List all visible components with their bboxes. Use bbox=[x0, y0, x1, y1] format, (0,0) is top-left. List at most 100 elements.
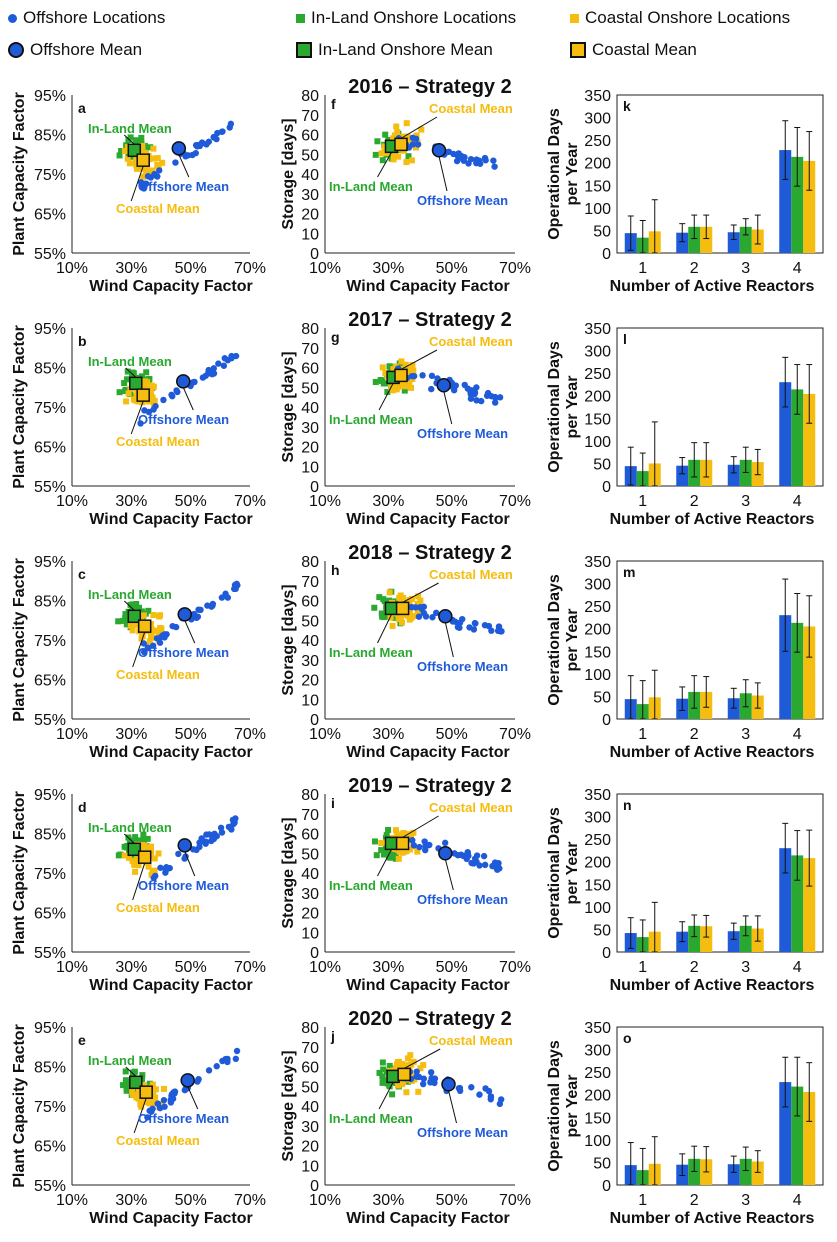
inland-mean-label: In-Land Mean bbox=[88, 820, 172, 835]
offshore-point bbox=[218, 829, 226, 836]
reactor-x-tick: 4 bbox=[793, 1192, 802, 1209]
coastal-point bbox=[135, 1088, 142, 1095]
coastal-point bbox=[129, 627, 136, 634]
days-y-tick: 0 bbox=[602, 712, 611, 729]
coastal-point bbox=[149, 167, 156, 174]
coastal-point bbox=[394, 129, 401, 136]
inland-point bbox=[122, 1077, 129, 1084]
coastal-point bbox=[129, 1091, 136, 1098]
coastal-bar bbox=[803, 1092, 816, 1185]
inland-point bbox=[138, 134, 145, 141]
offshore-point bbox=[198, 139, 206, 146]
wind-x-tick: 50% bbox=[436, 726, 468, 743]
inland-point bbox=[122, 615, 129, 622]
plant-y-tick: 55% bbox=[34, 712, 66, 729]
storage-y-tick: 30 bbox=[301, 653, 319, 670]
inland-point bbox=[123, 1087, 130, 1094]
reactors-axis-label: Number of Active Reactors bbox=[610, 977, 815, 994]
reactor-x-tick: 4 bbox=[793, 493, 802, 510]
coastal-point bbox=[405, 1055, 412, 1062]
inland-point bbox=[147, 144, 154, 151]
offshore-point bbox=[207, 837, 215, 845]
days-y-tick: 150 bbox=[584, 411, 611, 428]
coastal-point bbox=[150, 383, 157, 390]
plant-y-tick: 55% bbox=[34, 479, 66, 496]
coastal-point bbox=[134, 855, 141, 862]
inland-point bbox=[372, 151, 379, 158]
offshore-mean-marker bbox=[176, 374, 191, 389]
storage-y-tick: 60 bbox=[301, 128, 319, 145]
offshore-point bbox=[432, 609, 440, 617]
offshore-bar bbox=[779, 150, 792, 253]
storage-y-tick: 10 bbox=[301, 692, 319, 709]
wind-x-tick: 70% bbox=[499, 959, 531, 976]
reactor-x-tick: 1 bbox=[638, 726, 647, 743]
coastal-point bbox=[386, 589, 393, 596]
inland-pointer bbox=[378, 383, 394, 411]
offshore-point bbox=[233, 1047, 241, 1055]
inland-point bbox=[385, 854, 392, 861]
inland-point bbox=[120, 1082, 127, 1089]
coastal-pointer bbox=[403, 1048, 441, 1069]
reactors-axis-label: Number of Active Reactors bbox=[610, 511, 815, 528]
offshore-bar bbox=[779, 848, 792, 952]
offshore-point bbox=[409, 134, 416, 141]
offshore-point bbox=[160, 1096, 168, 1104]
storage-y-tick: 20 bbox=[301, 440, 319, 457]
coastal-pointer bbox=[402, 815, 439, 838]
offshore-point bbox=[429, 614, 436, 621]
coastal-point bbox=[132, 621, 139, 628]
wind-x-tick: 50% bbox=[175, 1192, 207, 1209]
offshore-point bbox=[481, 621, 489, 629]
days-y-tick: 50 bbox=[593, 456, 611, 473]
inland-point bbox=[378, 847, 385, 854]
coastal-point bbox=[142, 379, 149, 386]
offshore-point bbox=[456, 624, 463, 631]
legend: Offshore Locations In-Land Onshore Locat… bbox=[0, 0, 837, 70]
plant-y-tick: 95% bbox=[34, 787, 66, 804]
offshore-point bbox=[488, 627, 495, 634]
coastal-point bbox=[403, 1089, 410, 1096]
coastal-point bbox=[143, 168, 150, 175]
plant-y-tick: 85% bbox=[34, 594, 66, 611]
coastal-point bbox=[121, 147, 128, 154]
offshore-point bbox=[146, 1107, 153, 1114]
days-y-tick: 350 bbox=[584, 321, 611, 338]
coastal-point bbox=[399, 383, 406, 390]
offshore-point bbox=[414, 141, 422, 148]
coastal-point bbox=[411, 613, 418, 620]
wind-x-tick: 30% bbox=[115, 959, 147, 976]
coastal-point bbox=[400, 1078, 407, 1085]
offshore-pointer bbox=[443, 391, 453, 425]
days-y-tick: 50 bbox=[593, 689, 611, 706]
inland-bar bbox=[739, 925, 752, 952]
coastal-point bbox=[151, 867, 158, 874]
days-axis-label: per Year bbox=[564, 143, 581, 206]
offshore-point bbox=[228, 826, 235, 833]
offshore-point bbox=[220, 362, 228, 369]
coastal-point bbox=[408, 832, 415, 839]
offshore-point bbox=[232, 1055, 240, 1063]
wind-x-tick: 50% bbox=[436, 1192, 468, 1209]
inland-point bbox=[117, 851, 124, 858]
inland-point bbox=[136, 604, 143, 611]
days-axis-label: Operational Days bbox=[546, 807, 563, 939]
coastal-point bbox=[125, 390, 132, 397]
plant-axis-label: Plant Capacity Factor bbox=[11, 1024, 28, 1188]
coastal-point bbox=[155, 629, 162, 636]
days-y-tick: 200 bbox=[584, 855, 611, 872]
plant-y-tick: 95% bbox=[34, 1020, 66, 1037]
inland-mean-marker bbox=[129, 376, 143, 391]
days-axis-label: Operational Days bbox=[546, 341, 563, 473]
panel-letter: g bbox=[331, 329, 340, 345]
offshore-point bbox=[491, 399, 499, 406]
legend-inland-mean: In-Land Onshore Mean bbox=[296, 40, 493, 60]
inland-mean-marker bbox=[384, 601, 399, 616]
inland-point bbox=[135, 837, 142, 844]
coastal-point bbox=[138, 635, 145, 642]
offshore-point bbox=[481, 154, 489, 162]
days-y-tick: 50 bbox=[593, 223, 611, 240]
offshore-mean-marker bbox=[431, 143, 447, 158]
inland-point bbox=[379, 1079, 386, 1086]
storage-axis-label: Storage [days] bbox=[280, 584, 297, 695]
